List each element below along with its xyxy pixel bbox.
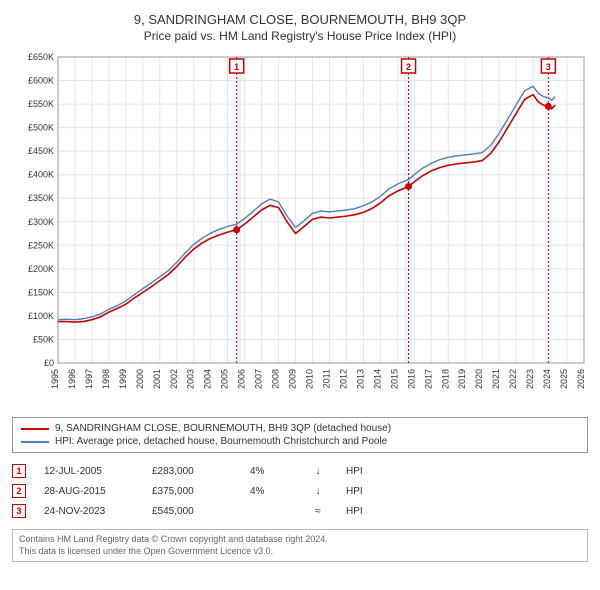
legend-label-hpi: HPI: Average price, detached house, Bour… — [55, 436, 387, 447]
svg-text:£500K: £500K — [28, 123, 54, 133]
svg-text:1: 1 — [234, 62, 239, 72]
svg-text:2022: 2022 — [508, 369, 518, 389]
svg-text:£400K: £400K — [28, 170, 54, 180]
svg-text:2018: 2018 — [440, 369, 450, 389]
event-direction-icon: ≈ — [308, 506, 328, 517]
legend-swatch-hpi — [21, 441, 49, 443]
svg-text:3: 3 — [546, 62, 551, 72]
svg-text:£250K: £250K — [28, 240, 54, 250]
svg-text:£50K: £50K — [33, 334, 54, 344]
chart-title-block: 9, SANDRINGHAM CLOSE, BOURNEMOUTH, BH9 3… — [12, 12, 588, 43]
svg-text:2019: 2019 — [457, 369, 467, 389]
event-row: 1 12-JUL-2005 £283,000 4% ↓ HPI — [12, 461, 588, 481]
svg-text:2017: 2017 — [423, 369, 433, 389]
svg-text:£450K: £450K — [28, 146, 54, 156]
svg-text:2001: 2001 — [152, 369, 162, 389]
event-hpi-label: HPI — [346, 466, 376, 477]
event-price: £283,000 — [152, 466, 232, 477]
event-price: £545,000 — [152, 506, 232, 517]
svg-text:2023: 2023 — [525, 369, 535, 389]
legend-item-price-paid: 9, SANDRINGHAM CLOSE, BOURNEMOUTH, BH9 3… — [21, 422, 579, 435]
svg-text:2000: 2000 — [135, 369, 145, 389]
svg-text:£150K: £150K — [28, 287, 54, 297]
svg-text:1997: 1997 — [84, 369, 94, 389]
svg-text:£300K: £300K — [28, 217, 54, 227]
svg-text:2: 2 — [406, 62, 411, 72]
svg-text:2014: 2014 — [372, 369, 382, 389]
event-direction-icon: ↓ — [308, 466, 328, 477]
svg-text:2003: 2003 — [186, 369, 196, 389]
svg-text:2011: 2011 — [321, 369, 331, 388]
svg-text:1996: 1996 — [67, 369, 77, 389]
svg-text:2015: 2015 — [389, 369, 399, 389]
svg-text:2026: 2026 — [576, 369, 586, 389]
svg-text:2009: 2009 — [288, 369, 298, 389]
svg-text:£550K: £550K — [28, 99, 54, 109]
svg-text:2025: 2025 — [559, 369, 569, 389]
svg-text:£650K: £650K — [28, 52, 54, 62]
svg-text:2010: 2010 — [305, 369, 315, 389]
svg-text:2007: 2007 — [254, 369, 264, 389]
chart-svg: 1 2 3 £0 £50K £100K £150K £200K £250K £300K £350K £… — [12, 51, 588, 411]
footer-line2: This data is licensed under the Open Gov… — [19, 546, 581, 558]
footer-attribution: Contains HM Land Registry data © Crown c… — [12, 529, 588, 562]
events-table: 1 12-JUL-2005 £283,000 4% ↓ HPI 2 28-AUG… — [12, 461, 588, 521]
event-hpi-label: HPI — [346, 486, 376, 497]
event-marker-icon: 3 — [12, 504, 26, 518]
event-marker-icon: 2 — [12, 484, 26, 498]
event-price: £375,000 — [152, 486, 232, 497]
svg-text:2020: 2020 — [474, 369, 484, 389]
event-row: 3 24-NOV-2023 £545,000 ≈ HPI — [12, 501, 588, 521]
legend-item-hpi: HPI: Average price, detached house, Bour… — [21, 435, 579, 448]
legend: 9, SANDRINGHAM CLOSE, BOURNEMOUTH, BH9 3… — [12, 417, 588, 453]
svg-text:2012: 2012 — [338, 369, 348, 389]
event-direction-icon: ↓ — [308, 486, 328, 497]
chart-title-line1: 9, SANDRINGHAM CLOSE, BOURNEMOUTH, BH9 3… — [12, 12, 588, 27]
event-pct: 4% — [250, 486, 290, 497]
svg-text:1995: 1995 — [50, 369, 60, 389]
svg-text:2004: 2004 — [203, 369, 213, 389]
svg-text:£350K: £350K — [28, 193, 54, 203]
svg-text:2013: 2013 — [355, 369, 365, 389]
svg-text:2006: 2006 — [237, 369, 247, 389]
event-marker-icon: 1 — [12, 464, 26, 478]
event-pct: 4% — [250, 466, 290, 477]
svg-text:1998: 1998 — [101, 369, 111, 389]
svg-text:2024: 2024 — [542, 369, 552, 389]
chart-area: 1 2 3 £0 £50K £100K £150K £200K £250K £300K £350K £… — [12, 51, 588, 411]
footer-line1: Contains HM Land Registry data © Crown c… — [19, 534, 581, 546]
event-row: 2 28-AUG-2015 £375,000 4% ↓ HPI — [12, 481, 588, 501]
svg-text:2008: 2008 — [271, 369, 281, 389]
svg-text:£0: £0 — [44, 358, 54, 368]
chart-title-line2: Price paid vs. HM Land Registry's House … — [12, 29, 588, 43]
svg-text:2021: 2021 — [491, 369, 501, 389]
legend-label-price-paid: 9, SANDRINGHAM CLOSE, BOURNEMOUTH, BH9 3… — [55, 423, 391, 434]
svg-text:2016: 2016 — [406, 369, 416, 389]
svg-text:2005: 2005 — [220, 369, 230, 389]
legend-swatch-price-paid — [21, 428, 49, 430]
event-hpi-label: HPI — [346, 506, 376, 517]
event-date: 12-JUL-2005 — [44, 466, 134, 477]
svg-text:2002: 2002 — [169, 369, 179, 389]
svg-text:1999: 1999 — [118, 369, 128, 389]
svg-text:£600K: £600K — [28, 76, 54, 86]
svg-text:£100K: £100K — [28, 311, 54, 321]
event-date: 28-AUG-2015 — [44, 486, 134, 497]
event-date: 24-NOV-2023 — [44, 506, 134, 517]
svg-text:£200K: £200K — [28, 264, 54, 274]
